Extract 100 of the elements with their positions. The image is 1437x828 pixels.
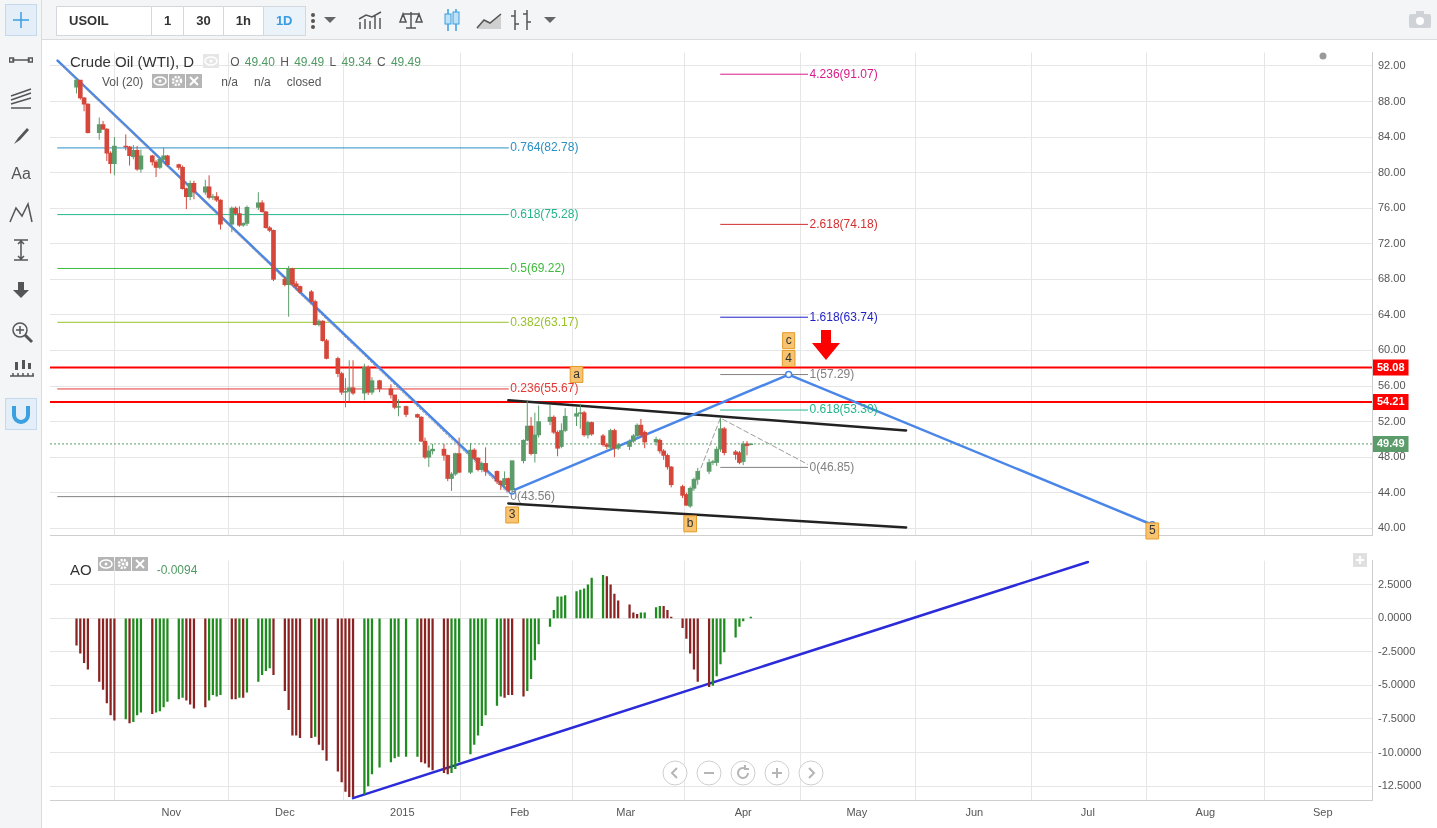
candlestick xyxy=(577,403,583,430)
annotation: a xyxy=(573,366,581,381)
bar xyxy=(113,618,116,721)
x-tick-label: May xyxy=(846,806,868,819)
chart-title: Crude Oil (WTI), D xyxy=(70,52,195,70)
x-tick-label: Aug xyxy=(1195,806,1216,819)
bar xyxy=(219,618,222,696)
series-label: 0.764(82.78) xyxy=(510,140,579,155)
bar xyxy=(689,618,692,654)
x-tick-label: Nov xyxy=(161,806,182,819)
series-label: 2.618(74.18) xyxy=(809,216,878,231)
x-tick-label: Sep xyxy=(1312,806,1333,819)
series-label: 0.5(69.22) xyxy=(510,260,566,275)
y-tick-label: 64.00 xyxy=(1378,307,1406,320)
annotation: n/a xyxy=(221,74,239,89)
bar xyxy=(397,618,400,757)
annotation: closed xyxy=(286,74,322,89)
bar xyxy=(310,618,313,739)
annotation: 5 xyxy=(1148,523,1156,538)
bar xyxy=(666,609,669,619)
annotation: 4 xyxy=(785,350,793,365)
y-tick-label: 84.00 xyxy=(1378,130,1406,143)
bar xyxy=(582,588,586,619)
bar xyxy=(79,618,82,654)
x-tick-label: Dec xyxy=(275,806,296,819)
bar xyxy=(291,618,294,736)
y-tick-label: 68.00 xyxy=(1378,272,1406,285)
series-label: 1(57.29) xyxy=(809,366,855,381)
y-tick-label: 44.00 xyxy=(1378,485,1406,498)
bar xyxy=(128,618,131,724)
text: 1 xyxy=(151,6,185,36)
chart-subtitle: -0.0094 xyxy=(156,562,198,577)
y-tick-label: 80.00 xyxy=(1378,165,1406,178)
bar xyxy=(503,618,506,698)
y-tick-label: 88.00 xyxy=(1378,94,1406,107)
ref-line-label: 54.21 xyxy=(1377,394,1405,407)
y-tick-label: 0.0000 xyxy=(1378,611,1412,624)
annotation: c xyxy=(785,332,792,347)
ref-line-label: 49.49 xyxy=(1377,436,1405,449)
y-tick-label: 48.00 xyxy=(1378,450,1406,463)
bar xyxy=(378,618,381,768)
series-label: 4.236(91.07) xyxy=(809,66,878,81)
bar xyxy=(522,618,525,697)
bar xyxy=(238,618,241,698)
bar xyxy=(257,618,260,682)
text: 1D xyxy=(262,6,306,36)
bar xyxy=(431,618,434,771)
bar xyxy=(86,618,90,670)
annotation: b xyxy=(686,516,694,531)
y-tick-label: 40.00 xyxy=(1378,521,1406,534)
candlestick xyxy=(574,406,579,427)
annotation: Vol (20) xyxy=(102,74,144,89)
y-tick-label: 72.00 xyxy=(1378,236,1406,249)
bar xyxy=(575,591,578,619)
series-label: 0.618(53.30) xyxy=(809,402,878,417)
text: 1h xyxy=(222,6,264,36)
bar xyxy=(628,604,631,619)
series-label: 1.618(63.74) xyxy=(809,309,878,324)
chart-subtitle: O 49.40 H 49.49 L 49.34 C 49.49 xyxy=(230,54,422,69)
annotation: n/a xyxy=(254,74,272,89)
y-tick-label: -10.0000 xyxy=(1378,745,1422,758)
bar xyxy=(234,618,237,700)
y-tick-label: 60.00 xyxy=(1378,343,1406,356)
x-tick-label: Mar xyxy=(616,806,636,819)
text: USOIL xyxy=(56,6,152,36)
bar xyxy=(325,618,328,761)
series-label: 0(46.85) xyxy=(809,459,855,474)
bar xyxy=(537,618,540,645)
y-tick-label: -7.5000 xyxy=(1378,711,1416,724)
series-label: 0.382(63.17) xyxy=(510,314,579,329)
bar xyxy=(692,618,696,670)
bar xyxy=(82,618,86,663)
series-label: 0.236(55.67) xyxy=(510,381,579,396)
bar xyxy=(548,618,552,627)
y-tick-label: -2.5000 xyxy=(1378,644,1416,657)
series-label: 0(43.56) xyxy=(510,488,556,503)
chart-title: AO xyxy=(70,560,92,578)
x-tick-label: 2015 xyxy=(390,806,415,819)
y-tick-label: 76.00 xyxy=(1378,201,1406,214)
bar xyxy=(556,596,559,619)
bar xyxy=(181,618,184,698)
x-tick-label: Feb xyxy=(510,806,530,819)
y-tick-label: 56.00 xyxy=(1378,379,1406,392)
bar xyxy=(416,618,419,757)
text: Aa xyxy=(10,165,32,183)
y-tick-label: -5.0000 xyxy=(1378,678,1416,691)
x-tick-label: Apr xyxy=(734,806,753,819)
bar xyxy=(189,618,192,705)
bar xyxy=(450,618,453,773)
series-label: 0.618(75.28) xyxy=(510,206,579,221)
y-tick-label: 92.00 xyxy=(1378,58,1406,71)
x-tick-label: Jun xyxy=(965,806,984,819)
annotation: 3 xyxy=(508,507,516,522)
ref-line-label: 58.08 xyxy=(1377,360,1405,373)
candlestick xyxy=(112,136,117,176)
bar xyxy=(98,618,101,682)
bar xyxy=(560,596,563,619)
bar xyxy=(272,618,275,675)
bar xyxy=(696,618,699,682)
y-tick-label: 2.5000 xyxy=(1378,577,1412,590)
